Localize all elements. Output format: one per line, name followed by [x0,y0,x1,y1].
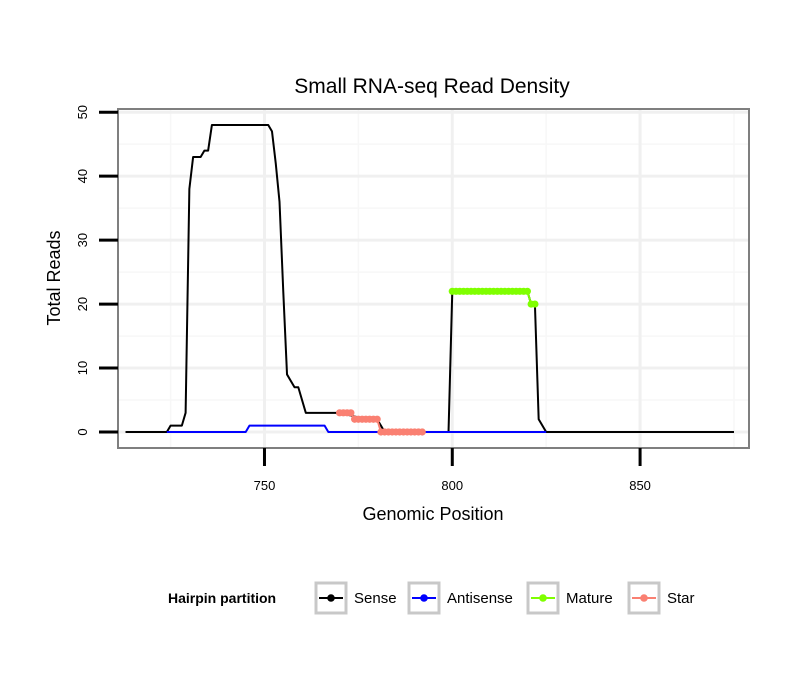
legend-label-star: Star [667,590,695,607]
legend-label-mature: Mature [566,590,613,607]
legend-point-antisense [420,594,428,602]
x-axis: 750 800 850 [254,448,651,493]
star-point [418,428,426,436]
legend-item-star: Star [627,581,695,615]
star-point [347,409,355,417]
mature-point [523,287,531,295]
legend-title: Hairpin partition [168,590,276,606]
legend-point-mature [539,594,547,602]
x-tick-label: 800 [441,478,463,493]
legend-item-sense: Sense [314,581,397,615]
y-tick-label: 0 [75,428,90,435]
x-tick-label: 750 [254,478,276,493]
series-star [336,409,426,436]
legend-item-antisense: Antisense [407,581,513,615]
legend-label-sense: Sense [354,590,397,607]
legend-item-mature: Mature [526,581,613,615]
grid-minor [118,109,749,448]
y-axis: 0 10 20 30 40 50 [75,105,118,436]
x-axis-label: Genomic Position [362,504,503,524]
star-point [373,415,381,423]
mature-point [531,300,539,308]
legend: Hairpin partition Sense Antisense Mature St… [168,581,695,615]
legend-point-sense [327,594,335,602]
plot-border [117,108,750,449]
y-tick-label: 30 [75,233,90,247]
y-tick-label: 10 [75,361,90,375]
series-mature [448,287,539,308]
series-antisense [166,424,547,434]
y-tick-label: 40 [75,169,90,183]
legend-point-star [640,594,648,602]
series-layer [125,123,734,436]
y-tick-label: 20 [75,297,90,311]
x-tick-label: 850 [629,478,651,493]
y-axis-label: Total Reads [44,230,64,325]
plot-panel [118,109,749,448]
antisense-line [166,424,547,434]
chart-title: Small RNA-seq Read Density [294,75,570,98]
y-tick-label: 50 [75,105,90,119]
legend-label-antisense: Antisense [447,590,513,607]
